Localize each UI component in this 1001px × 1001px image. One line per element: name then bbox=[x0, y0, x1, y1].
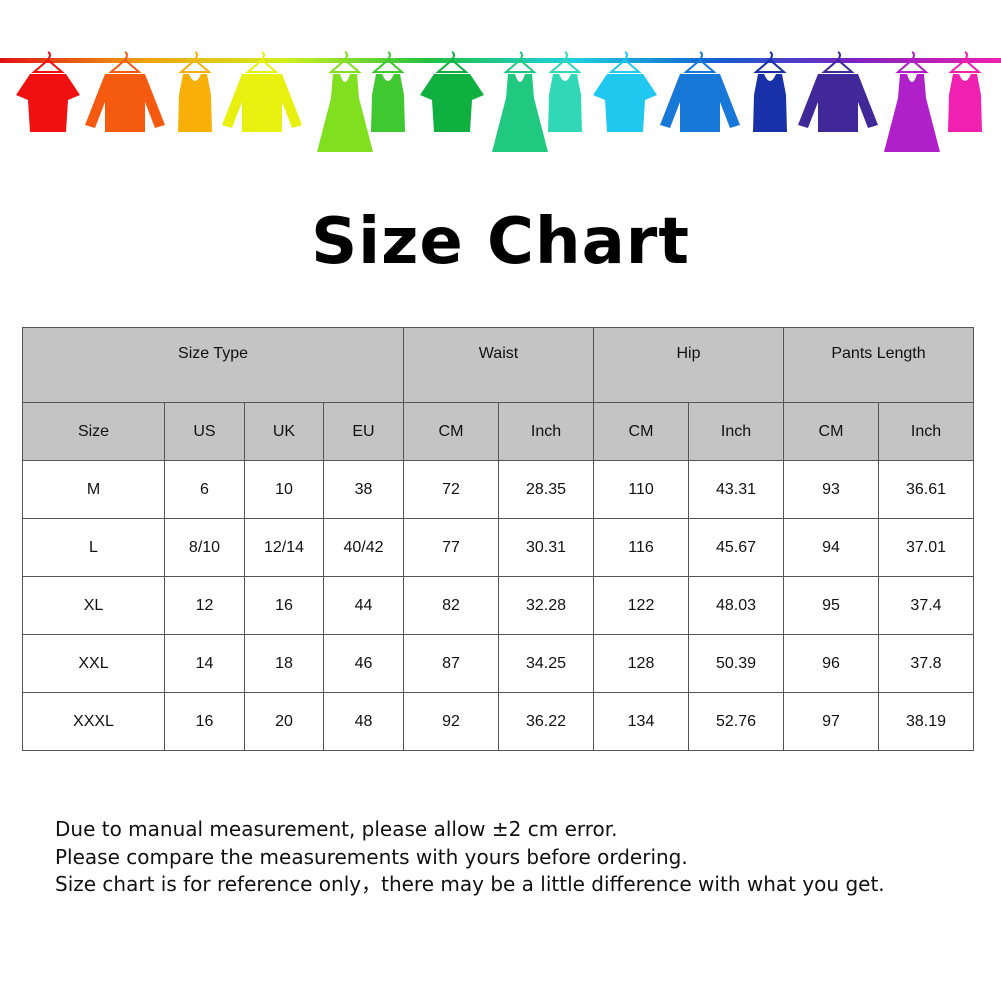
sub-header-cell: EU bbox=[323, 402, 404, 461]
table-cell: 77 bbox=[403, 518, 499, 577]
clothing-shirt-icon bbox=[85, 51, 165, 132]
table-cell: 32.28 bbox=[498, 576, 594, 635]
table-cell: 38 bbox=[323, 460, 404, 519]
clothing-dress-icon bbox=[317, 51, 373, 152]
group-header-row: Size Type Waist Hip Pants Length bbox=[22, 327, 974, 403]
table-cell: 48 bbox=[323, 692, 404, 751]
page-title: Size Chart bbox=[311, 205, 690, 279]
header-pants-length: Pants Length bbox=[783, 327, 974, 403]
table-cell: 12 bbox=[164, 576, 245, 635]
clothing-tank-icon bbox=[371, 51, 405, 132]
table-cell: 36.22 bbox=[498, 692, 594, 751]
table-cell: 16 bbox=[164, 692, 245, 751]
table-cell: M bbox=[22, 460, 165, 519]
table-row: M 6 10 38 72 28.35 110 43.31 93 36.61 bbox=[22, 460, 974, 519]
table-cell: 116 bbox=[593, 518, 689, 577]
size-chart-table: Size Type Waist Hip Pants Length Size US U… bbox=[22, 327, 974, 751]
clothing-tank-icon bbox=[178, 51, 212, 132]
table-cell: 46 bbox=[323, 634, 404, 693]
sub-header-cell: Inch bbox=[498, 402, 594, 461]
table-cell: 44 bbox=[323, 576, 404, 635]
table-row: XXL 14 18 46 87 34.25 128 50.39 96 37.8 bbox=[22, 634, 974, 693]
table-cell: 110 bbox=[593, 460, 689, 519]
header-size-type: Size Type bbox=[22, 327, 404, 403]
table-cell: 43.31 bbox=[688, 460, 784, 519]
table-cell: 82 bbox=[403, 576, 499, 635]
table-cell: 50.39 bbox=[688, 634, 784, 693]
table-cell: 94 bbox=[783, 518, 879, 577]
table-cell: XL bbox=[22, 576, 165, 635]
table-row: XL 12 16 44 82 32.28 122 48.03 95 37.4 bbox=[22, 576, 974, 635]
header-waist: Waist bbox=[403, 327, 594, 403]
table-cell: 12/14 bbox=[244, 518, 324, 577]
table-cell: 28.35 bbox=[498, 460, 594, 519]
sub-header-row: Size US UK EU CM Inch CM Inch CM Inch bbox=[22, 402, 974, 461]
clothing-tee-icon bbox=[593, 51, 657, 132]
table-cell: 48.03 bbox=[688, 576, 784, 635]
clothing-dress-icon bbox=[884, 51, 940, 152]
clothing-sweater-icon bbox=[798, 51, 878, 132]
header-hip: Hip bbox=[593, 327, 784, 403]
clothing-dress-icon bbox=[492, 51, 548, 152]
sub-header-cell: CM bbox=[593, 402, 689, 461]
table-cell: 14 bbox=[164, 634, 245, 693]
sub-header-cell: Inch bbox=[688, 402, 784, 461]
table-cell: 122 bbox=[593, 576, 689, 635]
table-cell: 36.61 bbox=[878, 460, 974, 519]
table-cell: 18 bbox=[244, 634, 324, 693]
clothing-tee-icon bbox=[420, 51, 484, 132]
table-cell: 134 bbox=[593, 692, 689, 751]
table-cell: 97 bbox=[783, 692, 879, 751]
sub-header-cell: UK bbox=[244, 402, 324, 461]
note-line: Please compare the measurements with you… bbox=[55, 844, 688, 869]
table-cell: 92 bbox=[403, 692, 499, 751]
table-cell: 37.01 bbox=[878, 518, 974, 577]
table-row: XXXL 16 20 48 92 36.22 134 52.76 97 38.19 bbox=[22, 692, 974, 751]
table-row: L 8/10 12/14 40/42 77 30.31 116 45.67 94 37.01 bbox=[22, 518, 974, 577]
clothes-rod bbox=[0, 58, 1001, 63]
notes: Due to manual measurement, please allow … bbox=[55, 816, 885, 899]
clothing-shirt-icon bbox=[660, 51, 740, 132]
sub-header-cell: CM bbox=[403, 402, 499, 461]
table-cell: 34.25 bbox=[498, 634, 594, 693]
table-cell: 37.8 bbox=[878, 634, 974, 693]
sub-header-cell: US bbox=[164, 402, 245, 461]
table-cell: 87 bbox=[403, 634, 499, 693]
sub-header-cell: CM bbox=[783, 402, 879, 461]
table-cell: 8/10 bbox=[164, 518, 245, 577]
clothing-tee-icon bbox=[16, 51, 80, 132]
table-cell: 38.19 bbox=[878, 692, 974, 751]
note-line: Due to manual measurement, please allow … bbox=[55, 817, 618, 841]
table-cell: 72 bbox=[403, 460, 499, 519]
table-cell: 96 bbox=[783, 634, 879, 693]
clothing-tank-icon bbox=[948, 51, 982, 132]
table-cell: 37.4 bbox=[878, 576, 974, 635]
clothing-sweater-icon bbox=[222, 51, 302, 132]
sub-header-cell: Size bbox=[22, 402, 165, 461]
table-cell: 45.67 bbox=[688, 518, 784, 577]
table-cell: XXL bbox=[22, 634, 165, 693]
table-cell: 10 bbox=[244, 460, 324, 519]
table-cell: 16 bbox=[244, 576, 324, 635]
note-line: Size chart is for reference only，there m… bbox=[55, 872, 885, 896]
sub-header-cell: Inch bbox=[878, 402, 974, 461]
table-cell: 6 bbox=[164, 460, 245, 519]
table-cell: XXXL bbox=[22, 692, 165, 751]
table-cell: 40/42 bbox=[323, 518, 404, 577]
table-cell: 30.31 bbox=[498, 518, 594, 577]
clothing-tank-icon bbox=[548, 51, 582, 132]
table-cell: 93 bbox=[783, 460, 879, 519]
table-cell: 95 bbox=[783, 576, 879, 635]
table-cell: 128 bbox=[593, 634, 689, 693]
table-cell: 52.76 bbox=[688, 692, 784, 751]
table-cell: L bbox=[22, 518, 165, 577]
clothes-rack-banner bbox=[0, 51, 1001, 152]
table-cell: 20 bbox=[244, 692, 324, 751]
clothing-tank-icon bbox=[753, 51, 787, 132]
